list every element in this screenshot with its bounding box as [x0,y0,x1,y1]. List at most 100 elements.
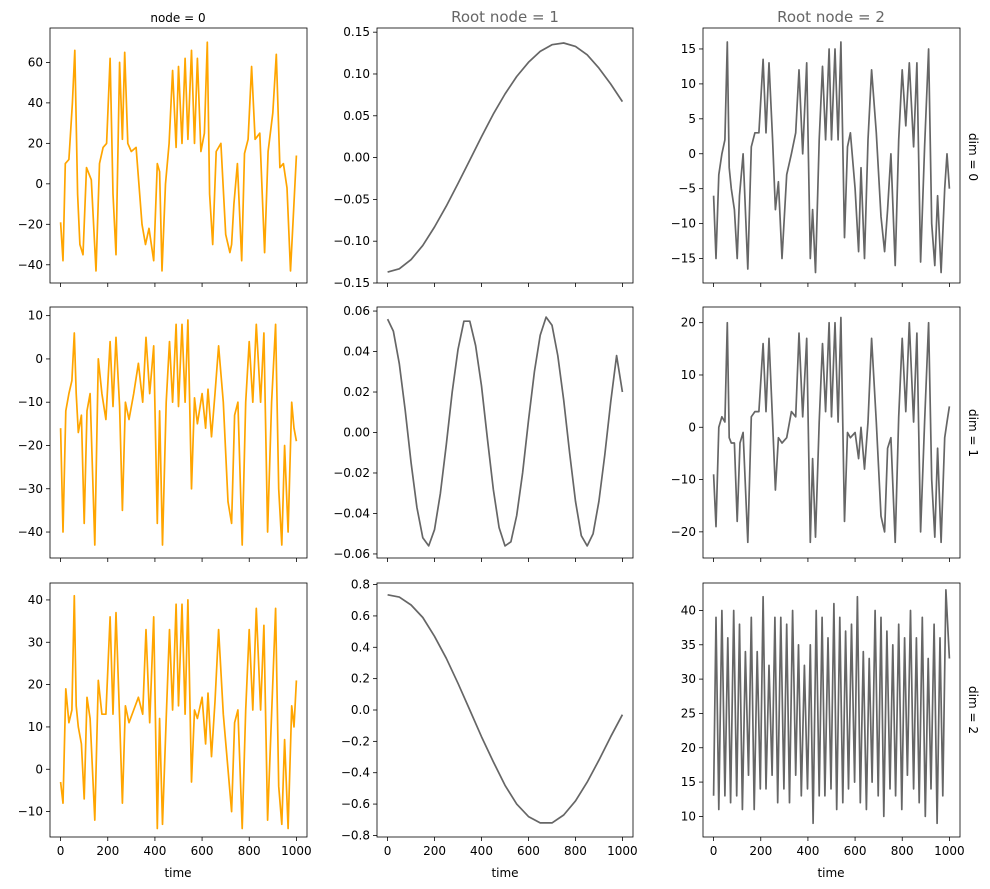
y-tick-label-r0c0: 0 [35,177,43,191]
axes-frame-r1c2 [702,306,961,559]
y-tick-label-r0c0: −20 [18,217,43,231]
y-tick-label-r1c0: −10 [18,395,43,409]
column-title-node-0: node = 0 [150,11,205,25]
y-tick-label-r2c0: −10 [18,805,43,819]
x-tick-label-r2c0: 1000 [281,844,312,858]
x-tick-label-r2c1: 200 [423,844,446,858]
y-tick-label-r2c2: 40 [681,603,696,617]
y-tick-label-r2c0: 20 [28,678,43,692]
x-tick-label-r2c2: 0 [710,844,718,858]
x-tick-label-r2c1: 400 [470,844,493,858]
subplot-r0c2: −15 −10 −5 0 5 10 15 [671,27,961,287]
series-line-r2c0 [59,594,298,830]
y-tick-label-r1c2: 20 [681,316,696,330]
x-tick-label-r2c2: 600 [844,844,867,858]
x-axis-label-col-1: time [491,866,518,880]
x-tick-label-r2c1: 0 [384,844,392,858]
y-tick-label-r1c1: −0.02 [333,466,370,480]
y-tick-label-r1c2: 10 [681,368,696,382]
axes-frame-r1c0 [49,306,308,559]
y-tick-label-r0c1: −0.15 [333,276,370,290]
y-tick-label-r2c2: 30 [681,672,696,686]
subplot-r0c1: −0.15 −0.10 −0.05 0.00 0.05 0.10 0.15 [333,25,634,290]
y-tick-label-r0c1: 0.15 [343,25,370,39]
series-line-r1c1 [386,316,624,547]
y-tick-label-r0c0: −40 [18,258,43,272]
y-tick-label-r2c0: 10 [28,720,43,734]
y-tick-label-r2c1: −0.6 [341,797,370,811]
x-tick-label-r2c1: 1000 [607,844,638,858]
series-line-r0c1 [387,42,624,273]
subplot-r1c2: −20 −10 0 10 20 [671,306,961,562]
y-tick-label-r0c2: −15 [671,252,696,266]
y-tick-label-r0c1: −0.10 [333,234,370,248]
y-tick-label-r1c0: 0 [35,352,43,366]
row-label-dim-2: dim = 2 [966,686,980,734]
y-tick-label-r2c1: 0.6 [351,609,370,623]
y-tick-label-r2c1: 0.0 [351,703,370,717]
y-tick-label-r2c0: 40 [28,593,43,607]
axes-frame-r2c2 [702,582,961,838]
subplot-r1c0: −40 −30 −20 −10 0 10 [18,306,308,562]
column-title-root-node-2: Root node = 2 [777,8,885,26]
subplot-r2c1: −0.8 −0.6 −0.4 −0.2 0.0 0.2 0.4 0.6 0.8 0 200 400 60… [341,578,638,858]
y-tick-label-r2c1: −0.4 [341,766,370,780]
y-tick-label-r0c2: −10 [671,217,696,231]
y-tick-label-r1c1: −0.06 [333,547,370,561]
y-tick-label-r0c2: 15 [681,42,696,56]
y-tick-label-r2c0: 30 [28,635,43,649]
y-tick-label-r2c0: 0 [35,762,43,776]
y-tick-label-r2c1: −0.8 [341,828,370,842]
y-tick-label-r0c2: −5 [678,182,696,196]
series-line-r1c2 [712,316,951,544]
y-tick-label-r1c1: −0.04 [333,506,370,520]
x-tick-label-r2c2: 800 [891,844,914,858]
x-axis-label-col-0: time [164,866,191,880]
y-tick-label-r1c1: 0.00 [343,426,370,440]
axes-frame-r0c1 [376,27,634,284]
x-tick-label-r2c0: 800 [238,844,261,858]
y-tick-label-r2c2: 25 [681,706,696,720]
x-tick-label-r2c0: 600 [191,844,214,858]
x-tick-label-r2c0: 0 [57,844,65,858]
axes-frame-r0c2 [702,27,961,284]
y-tick-label-r1c1: 0.02 [343,385,370,399]
y-tick-label-r0c1: 0.10 [343,67,370,81]
y-tick-label-r0c2: 0 [688,147,696,161]
series-line-r0c2 [712,41,951,274]
series-line-r2c1 [387,593,624,824]
x-tick-label-r2c1: 800 [564,844,587,858]
y-tick-label-r1c0: −30 [18,482,43,496]
x-tick-label-r2c2: 400 [796,844,819,858]
axes-frame-r2c0 [49,582,308,838]
y-tick-label-r2c1: 0.4 [351,640,370,654]
y-tick-label-r2c2: 10 [681,809,696,823]
x-tick-label-r2c0: 400 [143,844,166,858]
series-line-r1c0 [59,319,298,546]
y-tick-label-r1c0: −20 [18,438,43,452]
y-tick-label-r2c1: −0.2 [341,734,370,748]
y-tick-label-r2c2: 20 [681,741,696,755]
y-tick-label-r0c0: 40 [28,96,43,110]
y-tick-label-r1c0: −40 [18,525,43,539]
y-tick-label-r0c2: 10 [681,77,696,91]
column-title-root-node-1: Root node = 1 [451,8,559,26]
series-line-r0c0 [59,41,298,272]
y-tick-label-r1c2: 0 [688,420,696,434]
y-tick-label-r0c0: 60 [28,55,43,69]
y-tick-label-r0c1: 0.05 [343,109,370,123]
subplot-grid: −40−200204060−0.15−0.10−0.050.000.050.10… [18,25,965,858]
axes-frame-r0c0 [49,27,308,284]
row-label-dim-0: dim = 0 [966,133,980,181]
x-axis-label-col-2: time [817,866,844,880]
y-tick-label-r1c1: 0.04 [343,345,370,359]
y-tick-label-r1c2: −20 [671,525,696,539]
y-tick-label-r0c1: 0.00 [343,151,370,165]
row-label-dim-1: dim = 1 [966,409,980,457]
y-tick-label-r2c2: 15 [681,775,696,789]
x-tick-label-r2c2: 200 [749,844,772,858]
y-tick-label-r0c2: 5 [688,112,696,126]
x-tick-label-r2c2: 1000 [934,844,965,858]
